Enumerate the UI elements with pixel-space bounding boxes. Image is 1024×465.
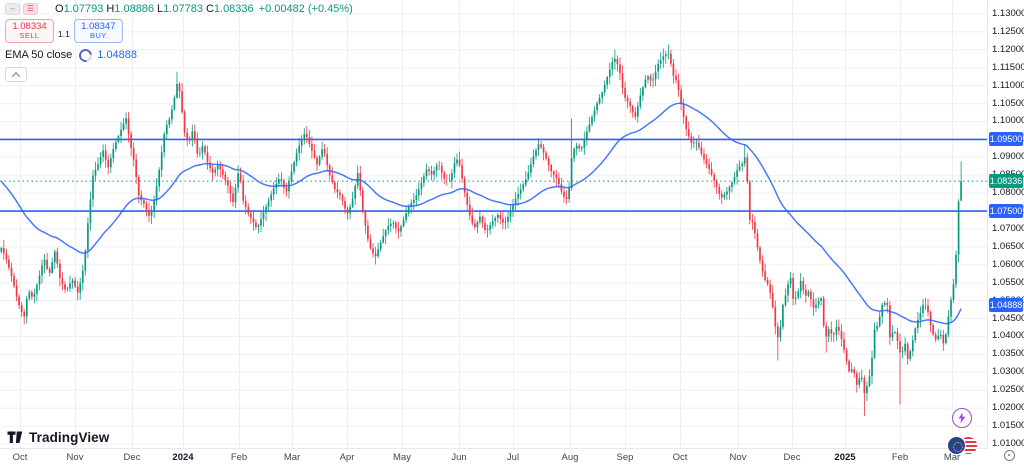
x-axis-label: Dec [783,452,801,463]
close-label: C1.08336 [205,2,254,15]
y-axis-tick: 1.11000 [992,79,1024,91]
up-candle-bodies [0,53,962,394]
ohlc-readout: O1.07793 H1.08886 L1.07783 C1.08336 +0.0… [55,3,353,15]
buy-button[interactable]: 1.08347 BUY [73,19,123,43]
indicator-loading-icon [76,45,95,65]
open-label: O1.07793 [55,2,104,15]
tradingview-logo-icon [7,431,23,443]
indicator-legend: EMA 50 close 1.04888 [5,45,353,65]
y-axis-tick: 1.03000 [992,366,1024,378]
y-axis-tick: 1.01000 [992,437,1024,449]
tradingview-watermark[interactable]: TradingView [7,430,109,445]
y-axis-tick: 1.03500 [992,348,1024,360]
y-axis-tick: 1.02500 [992,384,1024,396]
chart-legend: – ☰ O1.07793 H1.08886 L1.07783 C1.08336 … [5,2,353,82]
ema-line [0,102,962,325]
order-panel: 1.08334 SELL 1.1 1.08347 BUY [5,19,353,43]
symbol-menu-icon[interactable]: ☰ [23,2,38,15]
up-candle-wicks [0,44,962,401]
ema-price-label: 1.04888 [989,297,1023,312]
spread-value: 1.1 [58,29,70,39]
y-axis-tick: 1.01500 [992,420,1024,432]
grid-lines [0,0,988,449]
y-axis-tick: 1.04500 [992,312,1024,324]
x-axis-label: Mar [943,452,961,463]
down-candle-wicks [3,49,944,416]
ema-50-line [0,102,962,325]
level-price-label[interactable]: 1.09500 [989,132,1023,147]
chevron-up-icon [11,71,21,81]
collapse-legend-button[interactable] [5,67,27,82]
y-axis-tick: 1.13000 [992,7,1024,19]
y-axis-tick: 1.12000 [992,43,1024,55]
x-axis-label: Feb [891,452,909,463]
minimize-icon[interactable]: – [5,2,20,15]
x-axis-label: Jul [506,452,520,463]
x-axis-label: Jun [451,452,467,463]
y-axis-tick: 1.11500 [992,61,1024,73]
x-axis-label: Dec [123,452,141,463]
y-axis-tick: 1.04000 [992,330,1024,342]
time-axis[interactable]: Oct Nov Dec 2024 Feb Mar Apr May Jun Jul Aug Sep Oct… [0,448,1024,465]
x-axis-label: Feb [230,452,248,463]
change-readout: +0.00482 (+0.45%) [258,2,353,15]
down-candle-bodies [2,53,945,394]
x-axis-label: Nov [66,452,84,463]
price-axis[interactable]: 1.13000 1.12500 1.12000 1.11500 1.11000 1.105… [987,0,1024,449]
y-axis-tick: 1.10500 [992,97,1024,109]
price-scale-settings-icon[interactable] [1004,450,1015,461]
x-axis-label: 2024 [172,452,194,463]
x-axis-label: Nov [729,452,747,463]
x-axis-label: Apr [339,452,355,463]
eu-flag-icon [947,436,966,455]
y-axis-tick: 1.09000 [992,151,1024,163]
x-axis-label: Oct [12,452,28,463]
y-axis-tick: 1.12500 [992,25,1024,37]
y-axis-tick: 1.05500 [992,276,1024,288]
y-axis-tick: 1.08000 [992,187,1024,199]
y-axis-tick: 1.02000 [992,402,1024,414]
x-axis-label: Mar [283,452,301,463]
level-price-label[interactable]: 1.07500 [989,204,1023,219]
low-label: L1.07783 [157,2,203,15]
watermark-text: TradingView [29,430,110,445]
x-axis-label: 2025 [834,452,856,463]
y-axis-tick: 1.06000 [992,258,1024,270]
x-axis-label: Oct [672,452,688,463]
indicator-title[interactable]: EMA 50 close [5,49,73,61]
y-axis-tick: 1.07000 [992,222,1024,234]
candles [0,44,962,416]
lightning-icon[interactable] [952,408,972,428]
y-axis-tick: 1.06500 [992,240,1024,252]
sell-button[interactable]: 1.08334 SELL [5,19,54,43]
x-axis-label: Sep [616,452,634,463]
eur-usd-flag-icon[interactable] [947,436,979,455]
indicator-value: 1.04888 [97,49,138,61]
last-price-label: 1.08336 [989,174,1023,189]
high-label: H1.08886 [106,2,155,15]
x-axis-label: Aug [561,452,579,463]
x-axis-label: May [393,452,411,463]
y-axis-tick: 1.10000 [992,115,1024,127]
